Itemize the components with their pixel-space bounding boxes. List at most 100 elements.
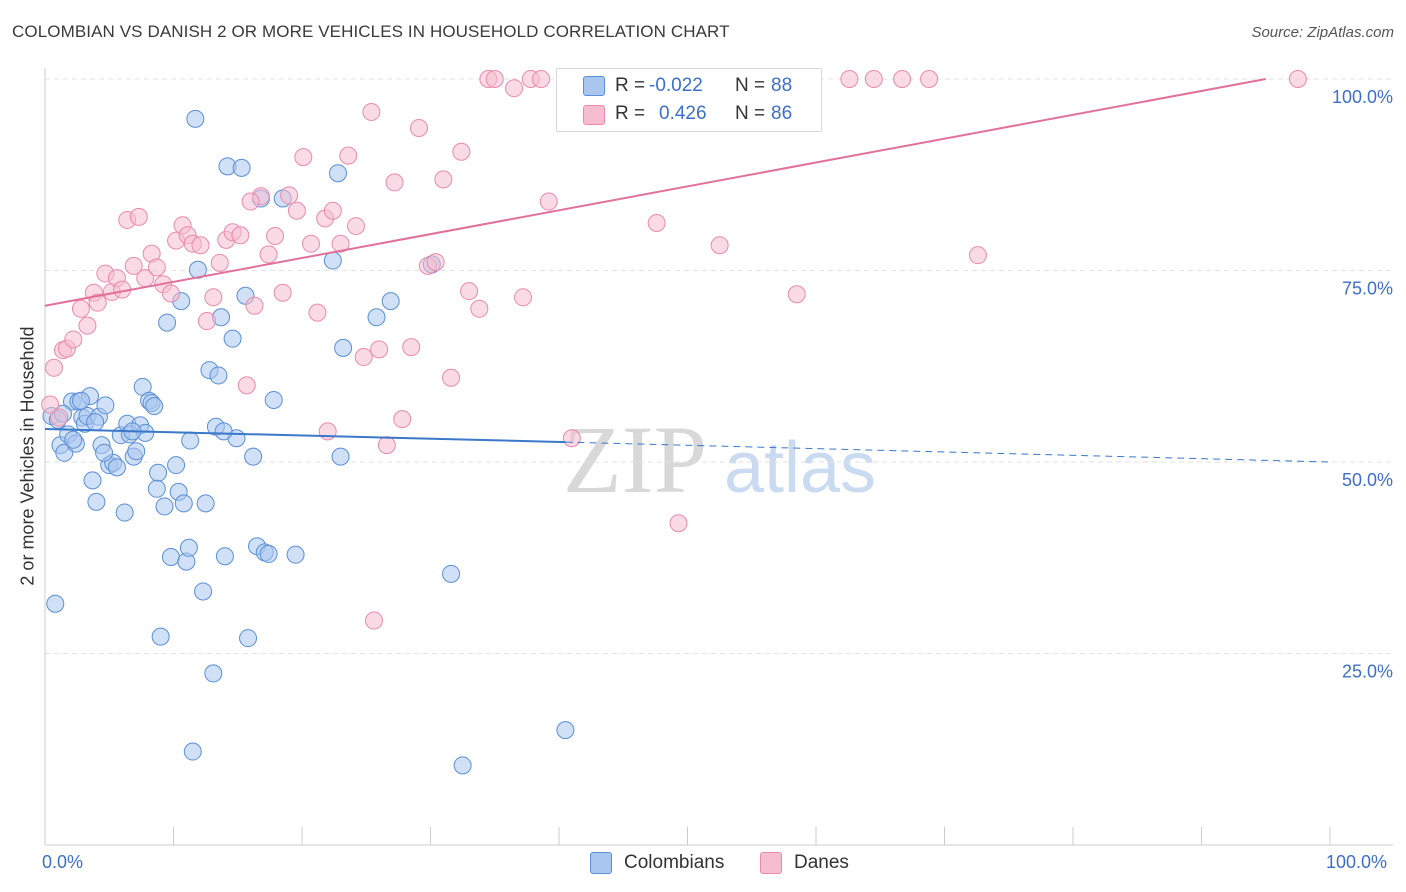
point-danes <box>331 234 350 253</box>
x-tick-label-min: 0.0% <box>42 852 84 872</box>
legend-r-value-colombians: -0.022 <box>649 75 703 96</box>
point-colombians <box>183 742 202 761</box>
point-danes <box>364 611 383 630</box>
bottom-legend-label-danes: Danes <box>794 852 849 873</box>
point-danes <box>88 293 107 312</box>
legend-n-value-colombians: 88 <box>771 75 793 96</box>
point-colombians <box>158 313 177 332</box>
point-colombians <box>244 447 263 466</box>
x-tick-label-max: 100.0% <box>1326 852 1388 872</box>
point-danes <box>460 282 479 301</box>
bottom-legend-label-colombians: Colombians <box>624 852 725 873</box>
point-colombians <box>181 431 200 450</box>
correlation-legend: R = -0.022 N = 88 R = 0.426 N = 86 <box>556 68 822 132</box>
point-danes <box>161 284 180 303</box>
chart-title: COLOMBIAN VS DANISH 2 OR MORE VEHICLES I… <box>12 22 730 41</box>
point-colombians <box>196 494 215 513</box>
bottom-legend-colombians: Colombians <box>590 852 724 874</box>
point-colombians <box>264 390 283 409</box>
point-colombians <box>232 158 251 177</box>
point-colombians <box>174 494 193 513</box>
point-danes <box>210 253 229 272</box>
point-danes <box>562 429 581 448</box>
trendline-colombians-extension <box>565 441 1331 463</box>
y-tick-label: 50.0% <box>1342 470 1393 490</box>
point-danes <box>864 70 883 88</box>
legend-n-label-danes: N = <box>735 103 766 124</box>
legend-r-value-danes: 0.426 <box>659 103 707 124</box>
point-colombians <box>223 329 242 348</box>
point-danes <box>362 102 381 121</box>
point-danes <box>470 299 489 318</box>
y-tick-label: 25.0% <box>1342 662 1393 682</box>
y-tick-label: 75.0% <box>1342 279 1393 299</box>
point-danes <box>273 283 292 302</box>
point-danes <box>452 142 471 161</box>
point-colombians <box>107 458 126 477</box>
point-danes <box>539 192 558 211</box>
bottom-legend-swatch-colombians <box>590 852 612 874</box>
point-colombians <box>194 582 213 601</box>
point-danes <box>323 201 342 220</box>
point-danes <box>241 192 260 211</box>
point-colombians <box>442 564 461 583</box>
point-colombians <box>161 547 180 566</box>
point-danes <box>968 246 987 265</box>
point-colombians <box>83 471 102 490</box>
point-colombians <box>155 497 174 516</box>
point-colombians <box>215 547 234 566</box>
point-danes <box>41 395 60 414</box>
point-colombians <box>87 492 106 511</box>
point-danes <box>1288 70 1307 88</box>
trendline-colombians <box>44 428 566 444</box>
point-danes <box>647 214 666 233</box>
point-colombians <box>328 164 347 183</box>
watermark-zip: ZIP <box>563 406 707 513</box>
bottom-legend-danes: Danes <box>760 852 849 874</box>
point-colombians <box>95 443 114 462</box>
source-label: Source: ZipAtlas.com <box>1251 24 1394 41</box>
point-danes <box>920 70 939 88</box>
point-danes <box>710 236 729 255</box>
point-danes <box>231 226 250 245</box>
point-danes <box>893 70 912 88</box>
point-colombians <box>204 664 223 683</box>
point-danes <box>385 173 404 192</box>
point-danes <box>287 201 306 220</box>
point-danes <box>787 285 806 304</box>
point-colombians <box>367 308 386 327</box>
bottom-legend-swatch-danes <box>760 852 782 874</box>
point-danes <box>259 245 278 264</box>
point-colombians <box>96 396 115 415</box>
point-colombians <box>259 544 278 563</box>
point-danes <box>301 234 320 253</box>
point-danes <box>124 256 143 275</box>
point-danes <box>354 348 373 367</box>
legend-swatch-danes <box>583 105 605 125</box>
point-colombians <box>145 397 164 416</box>
point-danes <box>204 288 223 307</box>
point-danes <box>245 296 264 315</box>
legend-swatch-colombians <box>583 76 605 96</box>
point-danes <box>197 312 216 331</box>
point-danes <box>280 186 299 205</box>
point-colombians <box>147 479 166 498</box>
point-colombians <box>186 109 205 128</box>
point-danes <box>44 358 63 377</box>
point-colombians <box>239 629 258 648</box>
point-danes <box>147 258 166 277</box>
point-danes <box>409 119 428 138</box>
point-danes <box>377 436 396 455</box>
point-danes <box>840 70 859 88</box>
point-colombians <box>323 251 342 270</box>
point-danes <box>50 408 69 427</box>
point-colombians <box>115 503 134 522</box>
watermark-atlas: atlas <box>724 428 876 508</box>
point-colombians <box>86 413 105 432</box>
trendline-danes <box>44 78 1266 307</box>
point-danes <box>191 236 210 255</box>
point-danes <box>434 170 453 189</box>
legend-r-label-colombians: R = <box>615 75 646 96</box>
point-colombians <box>331 447 350 466</box>
